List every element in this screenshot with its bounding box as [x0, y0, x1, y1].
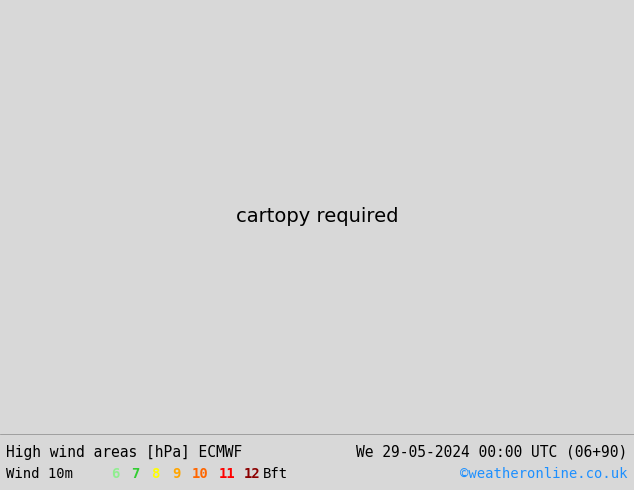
Text: 7: 7 [131, 467, 139, 481]
Text: We 29-05-2024 00:00 UTC (06+90): We 29-05-2024 00:00 UTC (06+90) [356, 445, 628, 460]
Text: 11: 11 [219, 467, 235, 481]
Text: 6: 6 [111, 467, 119, 481]
Text: High wind areas [hPa] ECMWF: High wind areas [hPa] ECMWF [6, 445, 243, 460]
Text: Bft: Bft [263, 467, 288, 481]
Text: 9: 9 [172, 467, 180, 481]
Text: ©weatheronline.co.uk: ©weatheronline.co.uk [460, 467, 628, 481]
Text: Wind 10m: Wind 10m [6, 467, 74, 481]
Text: 8: 8 [152, 467, 160, 481]
Text: 12: 12 [244, 467, 261, 481]
Text: 10: 10 [192, 467, 209, 481]
Text: cartopy required: cartopy required [236, 207, 398, 226]
